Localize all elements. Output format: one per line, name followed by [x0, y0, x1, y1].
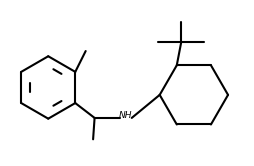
Text: NH: NH [119, 111, 133, 120]
